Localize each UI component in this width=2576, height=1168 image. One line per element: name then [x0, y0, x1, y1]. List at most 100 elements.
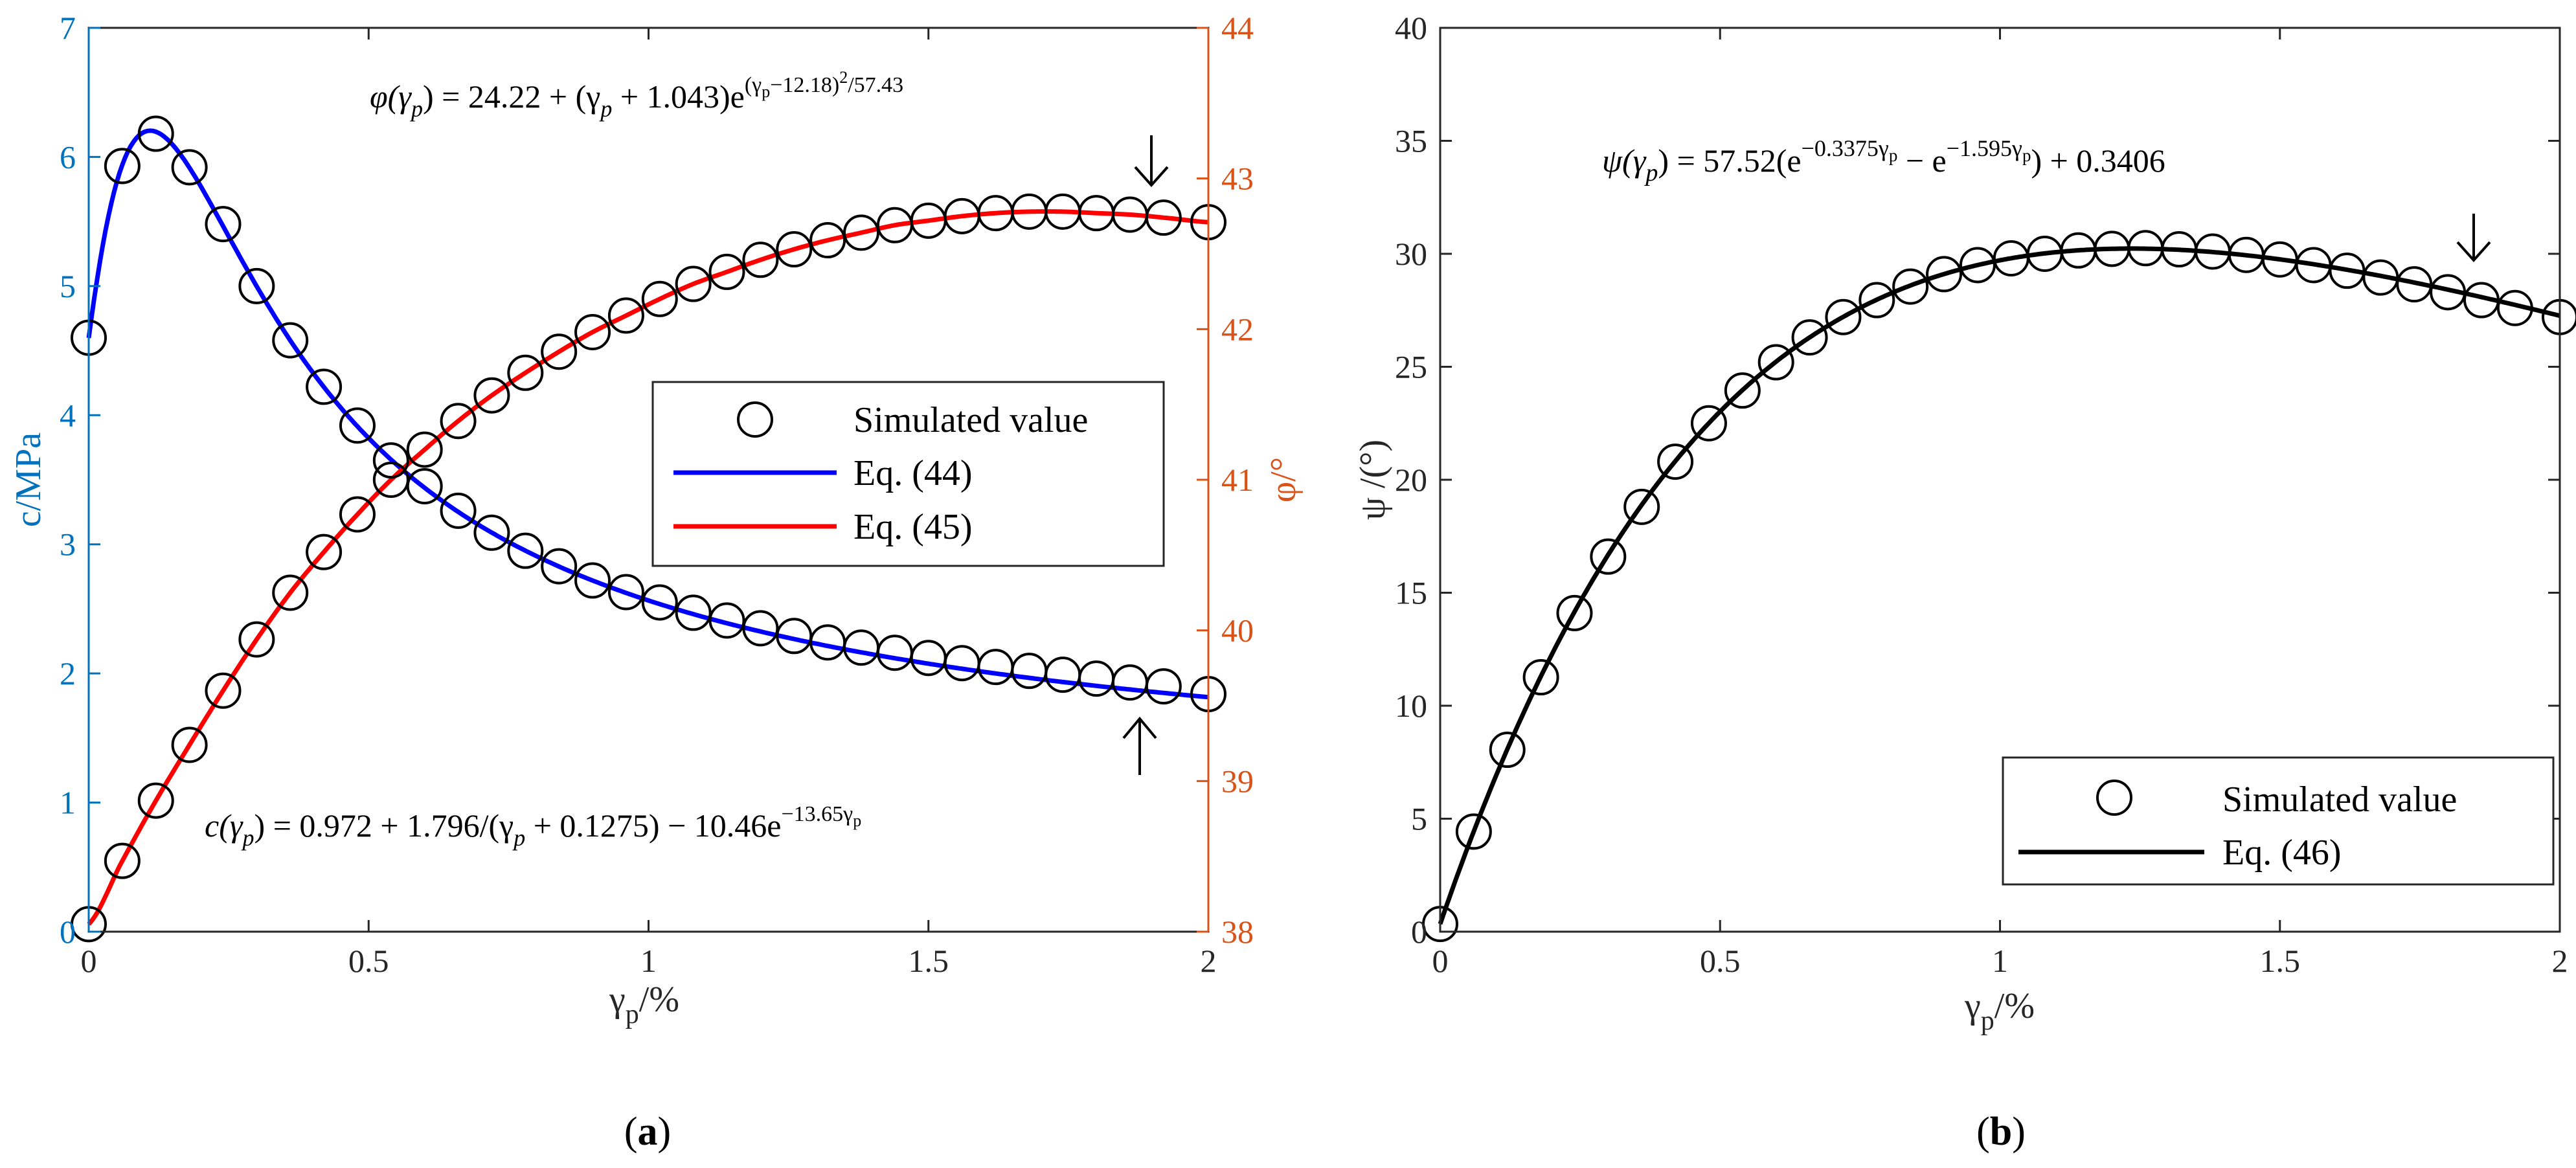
chart-b-y-ticks: 0 5 10 15 20 25 30 35 40	[1395, 10, 2560, 950]
simulated-point-phi	[137, 782, 174, 819]
chart-b-legend: Simulated value Eq. (46)	[2002, 756, 2555, 886]
y-tick-label: 1	[60, 785, 76, 821]
simulated-point-c	[1145, 668, 1182, 705]
simulated-point-c	[137, 115, 174, 152]
simulated-point-phi	[541, 333, 578, 370]
eq44-curve	[86, 128, 1209, 700]
y-tick-label-right: 44	[1221, 10, 1254, 46]
x-tick-label: 1	[640, 943, 657, 979]
simulated-point-c	[339, 407, 376, 444]
simulated-point-phi	[708, 253, 745, 290]
simulated-point-psi	[1590, 538, 1627, 575]
simulated-point-phi	[507, 354, 544, 391]
simulated-point-c	[507, 532, 544, 569]
y-tick-label: 40	[1395, 10, 1427, 46]
x-tick-label: 0	[81, 943, 97, 979]
simulated-point-phi	[776, 231, 813, 268]
y-tick-label: 35	[1395, 123, 1427, 159]
chart-b-arrow-psi	[2456, 214, 2491, 263]
x-tick-label: 0.5	[1700, 943, 1741, 979]
simulated-point-phi	[205, 672, 242, 709]
y-tick-label-right: 43	[1221, 161, 1254, 197]
simulated-point-phi	[171, 726, 208, 763]
chart-a-equation-c: c(γp) = 0.972 + 1.796/(γp + 0.1275) − 10…	[205, 802, 861, 851]
chart-b-x-ticks: 0 0.5 1 1.5 2	[1432, 28, 2568, 979]
simulated-point-phi	[272, 574, 309, 611]
simulated-point-c	[473, 514, 510, 551]
simulated-point-c	[272, 322, 309, 359]
simulated-point-psi	[1455, 813, 1492, 850]
y-tick-label-right: 38	[1221, 914, 1254, 950]
simulated-point-psi	[1489, 732, 1526, 769]
legend-label-eq45: Eq. (45)	[853, 507, 973, 547]
y-tick-label: 4	[60, 397, 76, 433]
simulated-point-c	[104, 148, 141, 185]
x-tick-label: 1	[1992, 943, 2008, 979]
y-tick-label: 15	[1395, 575, 1427, 611]
legend-label-simulated: Simulated value	[853, 400, 1088, 440]
chart-a-arrow-c	[1122, 716, 1157, 775]
simulated-point-phi	[372, 462, 409, 498]
simulated-point-phi	[574, 313, 611, 350]
simulated-point-phi	[440, 403, 477, 440]
simulated-point-phi	[607, 297, 644, 334]
legend-b-label-eq46: Eq. (46)	[2222, 833, 2342, 873]
simulated-point-c	[238, 267, 275, 304]
chart-a-y-label-right: φ/°	[1263, 457, 1304, 502]
y-tick-label: 25	[1395, 349, 1427, 385]
chart-b-plot-area	[1422, 230, 2576, 943]
simulated-point-psi	[1657, 444, 1694, 480]
eq46-curve	[1438, 246, 2560, 925]
x-tick-label: 1.5	[2260, 943, 2301, 979]
chart-a-y-label-left: c/MPa	[8, 432, 49, 527]
simulated-point-c	[171, 149, 208, 186]
y-tick-label-right: 42	[1221, 311, 1254, 347]
chart-a-arrow-phi	[1134, 135, 1169, 188]
simulated-point-phi	[809, 222, 846, 259]
simulated-point-psi	[1724, 372, 1761, 409]
panel-label-b: (b)	[1976, 1110, 2026, 1154]
y-tick-label: 5	[1411, 801, 1427, 837]
simulated-point-c	[607, 574, 644, 611]
simulated-point-phi	[306, 533, 343, 570]
y-tick-label: 0	[60, 914, 76, 950]
simulated-point-phi	[473, 377, 510, 414]
simulated-point-c	[742, 610, 779, 647]
y-tick-label-right: 41	[1221, 462, 1254, 498]
simulated-point-psi	[2430, 274, 2467, 311]
y-tick-label-right: 39	[1221, 763, 1254, 799]
simulated-point-phi	[406, 431, 443, 468]
chart-a-equation-phi: φ(γp) = 24.22 + (γp + 1.043)e(γp−12.18)2…	[370, 68, 903, 122]
chart-b-equation-psi: ψ(γp) = 57.52(e−0.3375γp − e−1.595γp) + …	[1602, 135, 2165, 186]
simulated-point-psi	[1556, 594, 1593, 631]
chart-a-plot-area	[71, 115, 1226, 943]
simulated-point-phi	[339, 496, 376, 533]
simulated-point-phi	[742, 241, 779, 278]
simulated-point-psi	[1522, 659, 1559, 696]
simulated-point-psi	[1791, 319, 1828, 356]
simulated-point-phi	[1145, 199, 1182, 236]
simulated-point-c	[708, 602, 745, 639]
simulated-point-c	[641, 584, 678, 621]
simulated-point-psi	[1690, 405, 1727, 442]
simulated-point-phi	[104, 842, 141, 879]
y-tick-label: 6	[60, 139, 76, 175]
simulated-point-psi	[1825, 298, 1862, 335]
simulated-point-psi	[2396, 266, 2433, 303]
chart-b: 0 0.5 1 1.5 2 0 5 10 15 20 25 30 35 40 γp/% ψ /(°) ψ…	[1353, 10, 2576, 1154]
y-tick-label: 7	[60, 10, 76, 46]
y-tick-label: 3	[60, 526, 76, 563]
simulated-point-psi	[2463, 282, 2500, 319]
y-tick-label-right: 40	[1221, 612, 1254, 649]
x-tick-label: 2	[2552, 943, 2568, 979]
simulated-point-psi	[1892, 268, 1929, 305]
simulated-point-c	[306, 368, 343, 405]
simulated-point-c	[675, 594, 712, 631]
y-tick-label: 2	[60, 655, 76, 691]
y-tick-label: 20	[1395, 462, 1427, 498]
chart-a-right-ticks: 38 39 40 41 42 43 44	[1197, 10, 1254, 950]
x-tick-label: 0	[1432, 943, 1449, 979]
simulated-point-psi	[1757, 344, 1794, 381]
simulated-point-phi	[675, 265, 712, 302]
